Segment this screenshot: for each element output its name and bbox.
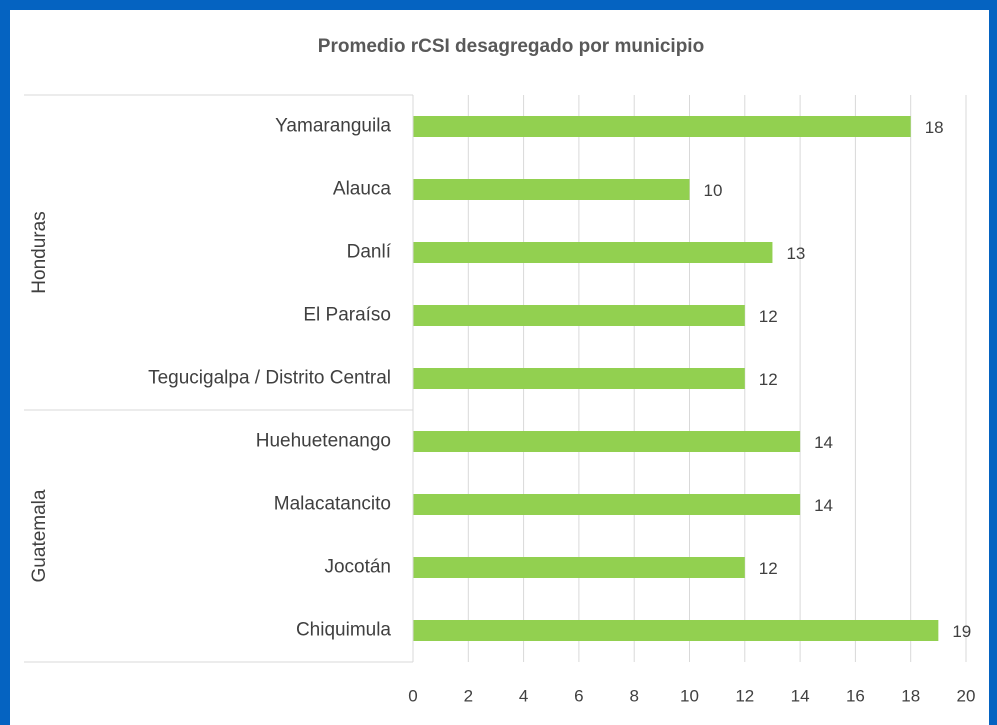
bar [413, 557, 745, 578]
x-tick-label: 6 [574, 686, 583, 705]
data-label: 19 [952, 622, 971, 641]
y-tick-label: Jocotán [324, 557, 391, 578]
x-tick-label: 0 [408, 686, 417, 705]
x-tick-label: 12 [735, 686, 754, 705]
x-tick-label: 20 [957, 686, 976, 705]
data-label: 14 [814, 433, 833, 452]
bar [413, 620, 939, 641]
data-label: 13 [786, 244, 805, 263]
bar [413, 305, 745, 326]
data-label: 10 [704, 181, 723, 200]
x-tick-label: 4 [519, 686, 528, 705]
group-label: Guatemala [29, 489, 50, 582]
y-tick-label: Malacatancito [274, 494, 391, 515]
y-tick-label: Danlí [347, 242, 392, 263]
data-label: 12 [759, 559, 778, 578]
bar [413, 431, 801, 452]
x-tick-label: 18 [901, 686, 920, 705]
y-tick-label: Huehuetenango [256, 431, 391, 452]
bar [413, 242, 773, 263]
x-tick-label: 16 [846, 686, 865, 705]
bar [413, 179, 690, 200]
data-label: 12 [759, 370, 778, 389]
data-label: 18 [925, 118, 944, 137]
bar [413, 368, 745, 389]
y-tick-label: Yamaranguila [275, 116, 391, 137]
y-tick-label: Tegucigalpa / Distrito Central [148, 368, 391, 389]
y-tick-label: El Paraíso [303, 305, 391, 326]
group-label: Honduras [29, 211, 50, 293]
y-tick-label: Chiquimula [296, 620, 391, 641]
x-tick-label: 14 [791, 686, 810, 705]
x-tick-label: 2 [464, 686, 473, 705]
x-tick-label: 10 [680, 686, 699, 705]
bar [413, 494, 801, 515]
y-tick-label: Alauca [333, 179, 392, 200]
chart-title: Promedio rCSI desagregado por municipio [318, 36, 704, 57]
data-label: 14 [814, 496, 833, 515]
chart: Promedio rCSI desagregado por municipio … [10, 10, 989, 725]
data-label: 12 [759, 307, 778, 326]
bar [413, 116, 911, 137]
x-tick-label: 8 [629, 686, 638, 705]
